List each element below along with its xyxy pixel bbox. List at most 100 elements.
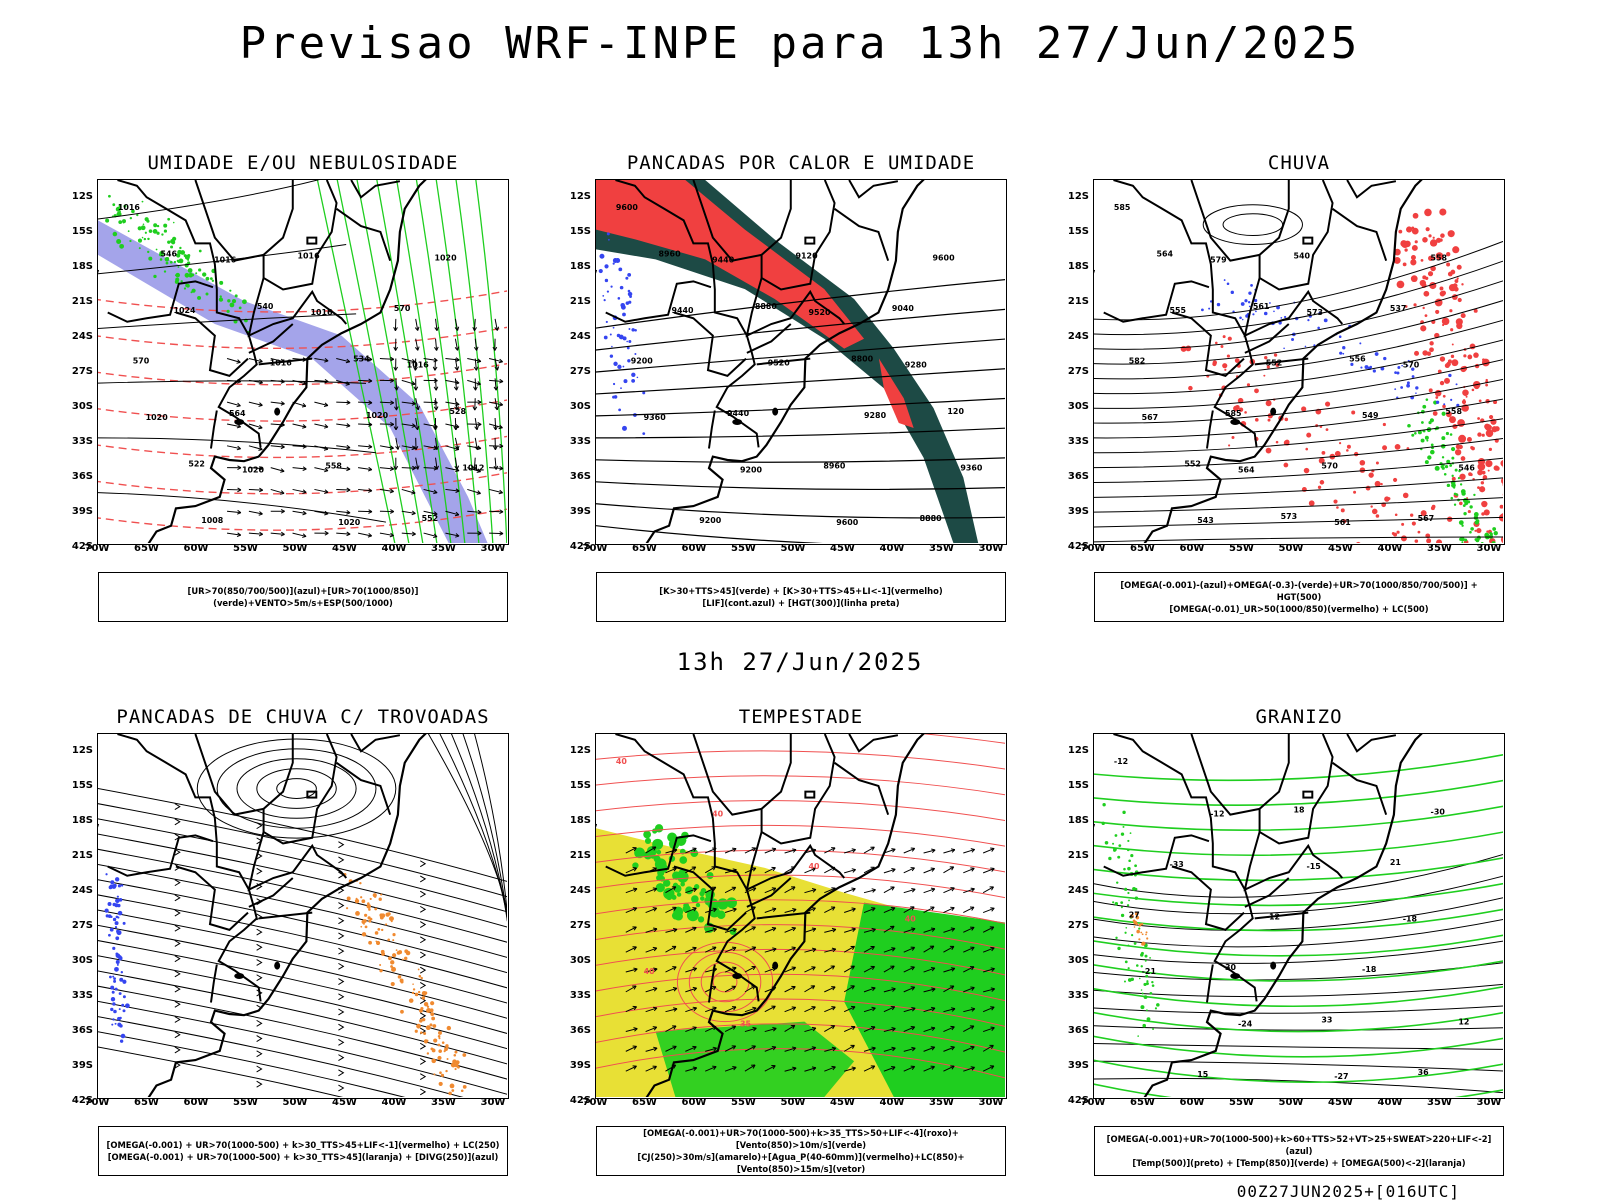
longitude-label: 35W [1425, 1097, 1455, 1108]
latitude-label: 12S [563, 191, 591, 202]
panel-legend: [UR>70(850/700/500)](azul)+[UR>70(1000/8… [98, 572, 508, 622]
latitude-label: 36S [563, 1025, 591, 1036]
latitude-label: 36S [65, 1025, 93, 1036]
latitude-label: 21S [563, 850, 591, 861]
contour-label: 40 [905, 914, 917, 923]
contour-label: -15 [1306, 862, 1320, 871]
latitude-label: 15S [1061, 780, 1089, 791]
contour-label: 1008 [201, 516, 224, 525]
latitude-label: 24S [1061, 885, 1089, 896]
latitude-label: 21S [65, 296, 93, 307]
longitude-label: 30W [478, 1097, 508, 1108]
longitude-label: 70W [580, 1097, 610, 1108]
contour-label: 36 [1418, 1068, 1430, 1077]
contour-label: 558 [1431, 253, 1448, 262]
contour-label: 570 [1403, 360, 1420, 369]
contour-label: -27 [1334, 1072, 1348, 1081]
contour-label: 18 [1294, 805, 1306, 814]
legend-line: [OMEGA(-0.001) + UR>70(1000-500) + k>30_… [103, 1151, 503, 1163]
longitude-label: 70W [580, 543, 610, 554]
legend-line: [OMEGA(-0.001) + UR>70(1000-500) + k>30_… [103, 1139, 503, 1151]
longitude-label: 60W [181, 543, 211, 554]
contour-label: 543 [1197, 516, 1214, 525]
contour-label: 582 [1129, 356, 1146, 365]
latitude-label: 24S [563, 331, 591, 342]
latitude-label: 36S [1061, 1025, 1089, 1036]
latitude-label: 39S [65, 1060, 93, 1071]
contour-label: 540 [1294, 251, 1311, 260]
panel-legend: [OMEGA(-0.001)+UR>70(1000-500)+k>60+TTS>… [1094, 1126, 1504, 1176]
contour-label: 35 [740, 1020, 751, 1029]
longitude-label: 55W [231, 543, 261, 554]
latitude-label: 30S [65, 955, 93, 966]
contour-label: 579 [1210, 255, 1227, 264]
legend-line: [OMEGA(-0.001)+UR>70(1000-500)+k>35_TTS>… [601, 1127, 1001, 1151]
legend-line: [OMEGA(-0.001)-(azul)+OMEGA(-0.3)-(verde… [1099, 579, 1499, 603]
contour-label: 567 [1142, 413, 1159, 422]
panel-legend: [K>30+TTS>45](verde) + [K>30+TTS>45+LI<-… [596, 572, 1006, 622]
contour-label: 1020 [366, 411, 389, 420]
contour-label: 522 [188, 460, 205, 469]
contour-label: 570 [133, 356, 150, 365]
latitude-label: 39S [65, 506, 93, 517]
longitude-label: 65W [132, 543, 162, 554]
latitude-label: 24S [563, 885, 591, 896]
legend-line: [K>30+TTS>45](verde) + [K>30+TTS>45+LI<-… [601, 585, 1001, 597]
longitude-label: 70W [1078, 543, 1108, 554]
contour-label: 8960 [659, 249, 682, 258]
latitude-label: 24S [65, 885, 93, 896]
latitude-label: 18S [563, 815, 591, 826]
latitude-label: 33S [1061, 990, 1089, 1001]
contour-label: 1020 [338, 518, 361, 527]
longitude-label: 40W [877, 543, 907, 554]
latitude-label: 24S [65, 331, 93, 342]
contour-label: 570 [1321, 462, 1338, 471]
longitude-label: 55W [729, 1097, 759, 1108]
longitude-label: 45W [1326, 543, 1356, 554]
latitude-label: 39S [563, 506, 591, 517]
longitude-label: 45W [828, 543, 858, 554]
contour-label: 40 [712, 809, 724, 818]
contour-label: 40 [616, 757, 628, 766]
contour-label: 537 [1390, 304, 1407, 313]
contour-label: 1016 [118, 203, 141, 212]
longitude-label: 45W [330, 543, 360, 554]
contour-label: -18 [1362, 965, 1377, 974]
latitude-label: 39S [1061, 506, 1089, 517]
latitude-label: 24S [1061, 331, 1089, 342]
contour-label: 27 [1129, 910, 1140, 919]
latitude-label: 33S [563, 990, 591, 1001]
latitude-label: 33S [65, 436, 93, 447]
contour-label: 8880 [920, 514, 943, 523]
latitude-label: 15S [563, 780, 591, 791]
longitude-label: 40W [379, 1097, 409, 1108]
latitude-label: 21S [1061, 850, 1089, 861]
latitude-label: 27S [1061, 920, 1089, 931]
latitude-label: 33S [65, 990, 93, 1001]
latitude-label: 27S [65, 920, 93, 931]
latitude-label: 30S [65, 401, 93, 412]
latitude-label: 18S [563, 261, 591, 272]
contour-label: 9440 [727, 409, 750, 418]
contour-label: -21 [1142, 967, 1156, 976]
contour-label: 9360 [644, 413, 667, 422]
contour-label: 9200 [740, 466, 763, 475]
contour-label: 1012 [462, 464, 484, 473]
contour-label: 12 [1458, 1018, 1469, 1027]
longitude-label: 60W [679, 1097, 709, 1108]
contour-label: 546 [1458, 464, 1475, 473]
legend-line: [UR>70(850/700/500)](azul)+[UR>70(1000/8… [103, 585, 503, 609]
map-canvas [98, 734, 507, 1097]
contour-label: -30 [1431, 807, 1446, 816]
panel-legend: [OMEGA(-0.001)-(azul)+OMEGA(-0.3)-(verde… [1094, 572, 1504, 622]
latitude-label: 18S [65, 815, 93, 826]
latitude-label: 12S [563, 745, 591, 756]
longitude-label: 55W [1227, 1097, 1257, 1108]
longitude-label: 50W [1276, 1097, 1306, 1108]
contour-label: 552 [422, 514, 439, 523]
contour-label: 546 [161, 249, 178, 258]
latitude-label: 30S [1061, 955, 1089, 966]
